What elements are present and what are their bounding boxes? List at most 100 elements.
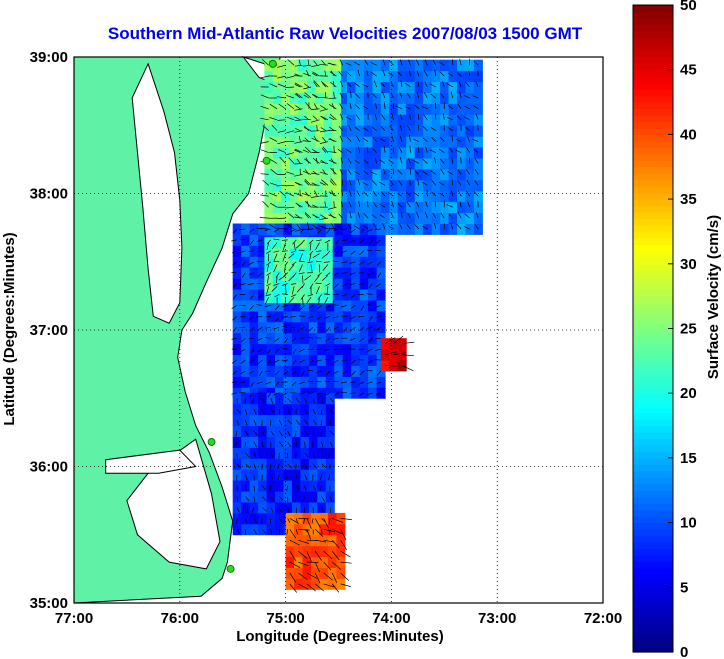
velocity-cell (281, 190, 291, 203)
velocity-vector (324, 297, 329, 305)
velocity-vector (245, 518, 247, 524)
velocity-vector (346, 136, 352, 142)
velocity-vector (262, 398, 266, 403)
velocity-cell (359, 332, 369, 345)
colorbar-cell (633, 393, 673, 401)
velocity-vector (260, 94, 269, 99)
velocity-cell (440, 147, 450, 159)
velocity-cell (465, 168, 475, 181)
colorbar-cell (633, 322, 673, 330)
velocity-vector (401, 365, 414, 372)
velocity-vector (256, 304, 263, 306)
velocity-vector (358, 283, 364, 285)
velocity-cell (423, 190, 433, 203)
colorbar-tick-label: 35 (680, 191, 697, 208)
velocity-cell (241, 223, 251, 235)
velocity-cell (308, 332, 318, 345)
velocity-vector (422, 170, 428, 175)
velocity-vector (346, 71, 352, 77)
velocity-cell (397, 147, 407, 159)
velocity-vector (258, 370, 263, 377)
velocity-vector (277, 130, 286, 133)
velocity-cell (264, 147, 274, 159)
velocity-cell (315, 125, 325, 137)
velocity-vector (418, 124, 420, 131)
velocity-vector (323, 561, 332, 571)
velocity-cell (300, 354, 310, 366)
velocity-vector (304, 485, 307, 491)
velocity-vector (295, 128, 301, 132)
velocity-vector (266, 272, 271, 276)
velocity-cell (423, 103, 433, 115)
velocity-vector (270, 169, 278, 175)
velocity-cell (332, 125, 342, 137)
velocity-cell (372, 136, 382, 148)
velocity-cell (289, 158, 299, 170)
velocity-vector (407, 212, 411, 219)
velocity-vector (446, 204, 453, 208)
velocity-vector (295, 93, 303, 99)
velocity-cell (298, 237, 308, 249)
velocity-vector (273, 392, 280, 396)
colorbar-cell (633, 43, 673, 51)
colorbar-cell (633, 50, 673, 58)
velocity-cell (338, 70, 348, 83)
velocity-vector (232, 228, 238, 234)
velocity-cell (351, 321, 361, 334)
velocity-vector (382, 69, 386, 77)
colorbar-cell (633, 186, 673, 194)
velocity-vector (431, 137, 437, 142)
velocity-vector (261, 420, 263, 427)
velocity-vector (339, 103, 344, 110)
velocity-cell (355, 158, 365, 170)
velocity-vector (380, 126, 386, 131)
velocity-cell (308, 223, 318, 235)
velocity-vector (256, 260, 263, 263)
velocity-vector (335, 250, 339, 256)
colorbar-cell (633, 63, 673, 71)
velocity-cell (275, 376, 284, 388)
velocity-vector (333, 272, 339, 276)
velocity-vector (324, 239, 331, 244)
velocity-cell (306, 114, 316, 126)
velocity-vector (312, 115, 318, 121)
velocity-vector (351, 370, 356, 376)
velocity-vector (341, 294, 348, 297)
velocity-cell (473, 179, 483, 192)
velocity-vector (311, 195, 320, 198)
velocity-cell (473, 147, 483, 159)
colorbar-cell (633, 593, 673, 601)
velocity-cell (264, 168, 274, 181)
velocity-cell (281, 168, 291, 181)
velocity-vector (342, 283, 348, 287)
velocity-cell (389, 103, 399, 115)
velocity-cell (363, 190, 373, 203)
velocity-vector (286, 485, 289, 492)
velocity-cell (241, 310, 251, 323)
velocity-vector (256, 392, 263, 394)
velocity-vector (256, 316, 263, 318)
velocity-cell (376, 256, 386, 268)
velocity-cell (306, 179, 316, 192)
velocity-vector (257, 272, 263, 277)
velocity-vector (413, 159, 420, 164)
velocity-vector (350, 316, 356, 320)
velocity-vector (434, 200, 437, 208)
velocity-vector (421, 106, 428, 110)
velocity-cell (334, 278, 344, 290)
velocity-cell (275, 365, 284, 377)
velocity-vector (294, 82, 303, 88)
velocity-vector (329, 496, 333, 502)
velocity-cell (241, 278, 251, 290)
velocity-cell (448, 190, 458, 203)
velocity-vector (295, 398, 300, 404)
velocity-vector (354, 104, 360, 110)
velocity-vector (262, 179, 269, 186)
velocity-cell (376, 245, 386, 257)
velocity-vector (304, 463, 307, 469)
velocity-cell (291, 223, 301, 235)
velocity-vector (333, 201, 335, 208)
x-tick-label: 75:00 (266, 610, 304, 627)
velocity-cell (359, 354, 369, 366)
velocity-cell (306, 147, 316, 159)
